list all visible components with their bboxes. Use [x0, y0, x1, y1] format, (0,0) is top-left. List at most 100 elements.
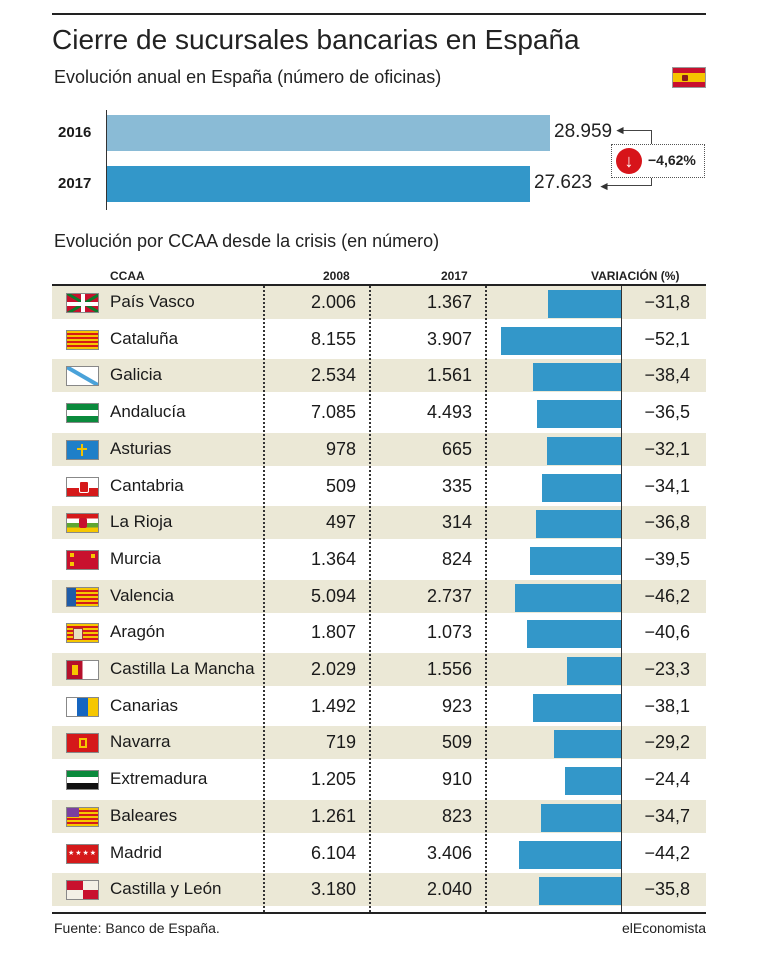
region-name: Castilla y León: [110, 879, 222, 898]
variation-bar: [519, 841, 621, 869]
table-row: Cantabria 509 335 −34,1: [52, 470, 706, 503]
national-bar-2016: [107, 115, 550, 151]
variation-value: −38,1: [644, 696, 690, 716]
navarra-flag-icon: [66, 733, 99, 753]
value-2008: 2.534: [310, 365, 356, 385]
table-top-rule: [52, 284, 706, 286]
value-2008: 8.155: [310, 329, 356, 349]
table-row: Andalucía 7.085 4.493 −36,5: [52, 396, 706, 429]
value-2008: 3.180: [310, 879, 356, 899]
region-name: Aragón: [110, 622, 165, 641]
baleares-flag-icon: [66, 807, 99, 827]
region-name: Cataluña: [110, 329, 179, 348]
value-2008: 1.492: [310, 696, 356, 716]
region-name: País Vasco: [110, 292, 195, 311]
variation-value: −36,5: [644, 402, 690, 422]
brand-logo: elEconomista: [621, 920, 706, 936]
variation-bar: [530, 547, 621, 575]
variation-bar: [547, 437, 621, 465]
table-row: Canarias 1.492 923 −38,1: [52, 690, 706, 723]
connector-2017: [604, 170, 652, 186]
table-row: La Rioja 497 314 −36,8: [52, 506, 706, 539]
divider-2017: [369, 286, 371, 912]
value-2017: 2.040: [426, 879, 472, 899]
chart-subtitle: Evolución anual en España (número de ofi…: [54, 67, 442, 87]
region-name: Cantabria: [110, 476, 184, 495]
variation-bar: [501, 327, 621, 355]
pais-vasco-flag-icon: [66, 293, 99, 313]
variation-bar: [565, 767, 621, 795]
value-2008: 7.085: [310, 402, 356, 422]
valencia-flag-icon: [66, 587, 99, 607]
variation-value: −40,6: [644, 622, 690, 642]
variation-bar: [537, 400, 621, 428]
variation-bar: [567, 657, 621, 685]
region-name: Valencia: [110, 586, 174, 605]
castilla-y-leon-flag-icon: [66, 880, 99, 900]
value-2017: 1.367: [426, 292, 472, 312]
col-head-variation: VARIACIÓN (%): [591, 269, 680, 283]
cataluna-flag-icon: [66, 330, 99, 350]
la-rioja-flag-icon: [66, 513, 99, 533]
table-row: Castilla La Mancha 2.029 1.556 −23,3: [52, 653, 706, 686]
spain-flag-icon: [672, 67, 706, 88]
variation-value: −31,8: [644, 292, 690, 312]
region-name: Canarias: [110, 696, 179, 715]
table-row: Cataluña 8.155 3.907 −52,1: [52, 323, 706, 356]
value-2017: 4.493: [426, 402, 472, 422]
aragon-flag-icon: [66, 623, 99, 643]
col-head-2008: 2008: [323, 269, 350, 283]
connector-2016: [620, 130, 652, 152]
arrow-2017-icon: ◄: [598, 179, 610, 193]
variation-value: −29,2: [644, 732, 690, 752]
value-2017: 665: [441, 439, 472, 459]
national-year-2016: 2016: [58, 124, 92, 141]
table-row: Navarra 719 509 −29,2: [52, 726, 706, 759]
variation-value: −39,5: [644, 549, 690, 569]
variation-value: −23,3: [644, 659, 690, 679]
extremadura-flag-icon: [66, 770, 99, 790]
table-row: Aragón 1.807 1.073 −40,6: [52, 616, 706, 649]
value-2008: 719: [325, 732, 356, 752]
variation-value: −24,4: [644, 769, 690, 789]
national-value-2017: 27.623: [534, 172, 593, 193]
variation-bar: [533, 694, 621, 722]
region-name: La Rioja: [110, 512, 173, 531]
national-axis: [106, 110, 107, 210]
national-year-2017: 2017: [58, 175, 92, 192]
divider-variation: [485, 286, 487, 912]
region-name: Asturias: [110, 439, 172, 458]
value-2017: 1.556: [426, 659, 472, 679]
value-2017: 3.907: [426, 329, 472, 349]
variation-value: −36,8: [644, 512, 690, 532]
bottom-rule: [52, 912, 706, 914]
variation-bar: [515, 584, 621, 612]
variation-value: −34,1: [644, 476, 690, 496]
value-2017: 314: [441, 512, 472, 532]
region-name: Madrid: [110, 843, 162, 862]
value-2008: 2.029: [310, 659, 356, 679]
value-2008: 2.006: [310, 292, 356, 312]
national-bar-2017: [107, 166, 530, 202]
variation-bar: [533, 363, 621, 391]
source-note: Fuente: Banco de España.: [54, 920, 220, 936]
region-name: Castilla La Mancha: [110, 659, 255, 678]
value-2008: 5.094: [310, 586, 356, 606]
value-2008: 1.807: [310, 622, 356, 642]
section-title: Evolución por CCAA desde la crisis (en n…: [54, 231, 440, 251]
table-row: Baleares 1.261 823 −34,7: [52, 800, 706, 833]
variation-value: −32,1: [644, 439, 690, 459]
value-2008: 1.364: [310, 549, 356, 569]
col-head-2017: 2017: [441, 269, 468, 283]
variation-bar: [527, 620, 621, 648]
castilla-la-mancha-flag-icon: [66, 660, 99, 680]
value-2017: 824: [441, 549, 472, 569]
variation-value: −34,7: [644, 806, 690, 826]
value-2008: 1.261: [310, 806, 356, 826]
col-head-ccaa: CCAA: [110, 269, 145, 283]
divider-2008: [263, 286, 265, 912]
value-2017: 1.561: [426, 365, 472, 385]
andalucia-flag-icon: [66, 403, 99, 423]
table-row: Castilla y León 3.180 2.040 −35,8: [52, 873, 706, 906]
value-2017: 509: [441, 732, 472, 752]
